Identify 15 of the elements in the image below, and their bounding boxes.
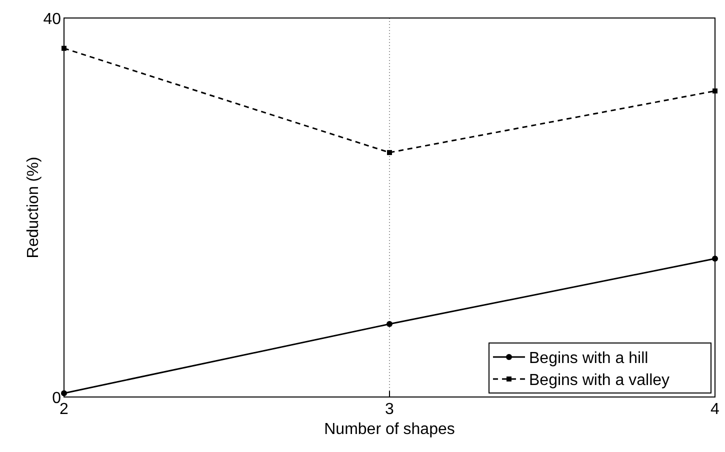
- legend-label: Begins with a hill: [529, 350, 648, 367]
- point: [386, 321, 392, 328]
- point: [387, 150, 392, 156]
- y-tick-label: 40: [43, 11, 62, 28]
- point: [61, 390, 67, 396]
- x-axis-title: Number of shapes: [324, 421, 455, 438]
- point: [712, 88, 718, 94]
- x-tick-label: 3: [385, 401, 394, 418]
- y-axis-title: Reduction (%): [25, 156, 42, 258]
- y-tick-label: 0: [52, 390, 62, 407]
- x-tick-label: 2: [60, 401, 69, 418]
- legend-label: Begins with a valley: [529, 372, 670, 389]
- point: [712, 256, 718, 262]
- x-tick-label: 4: [710, 401, 720, 418]
- point: [62, 46, 66, 51]
